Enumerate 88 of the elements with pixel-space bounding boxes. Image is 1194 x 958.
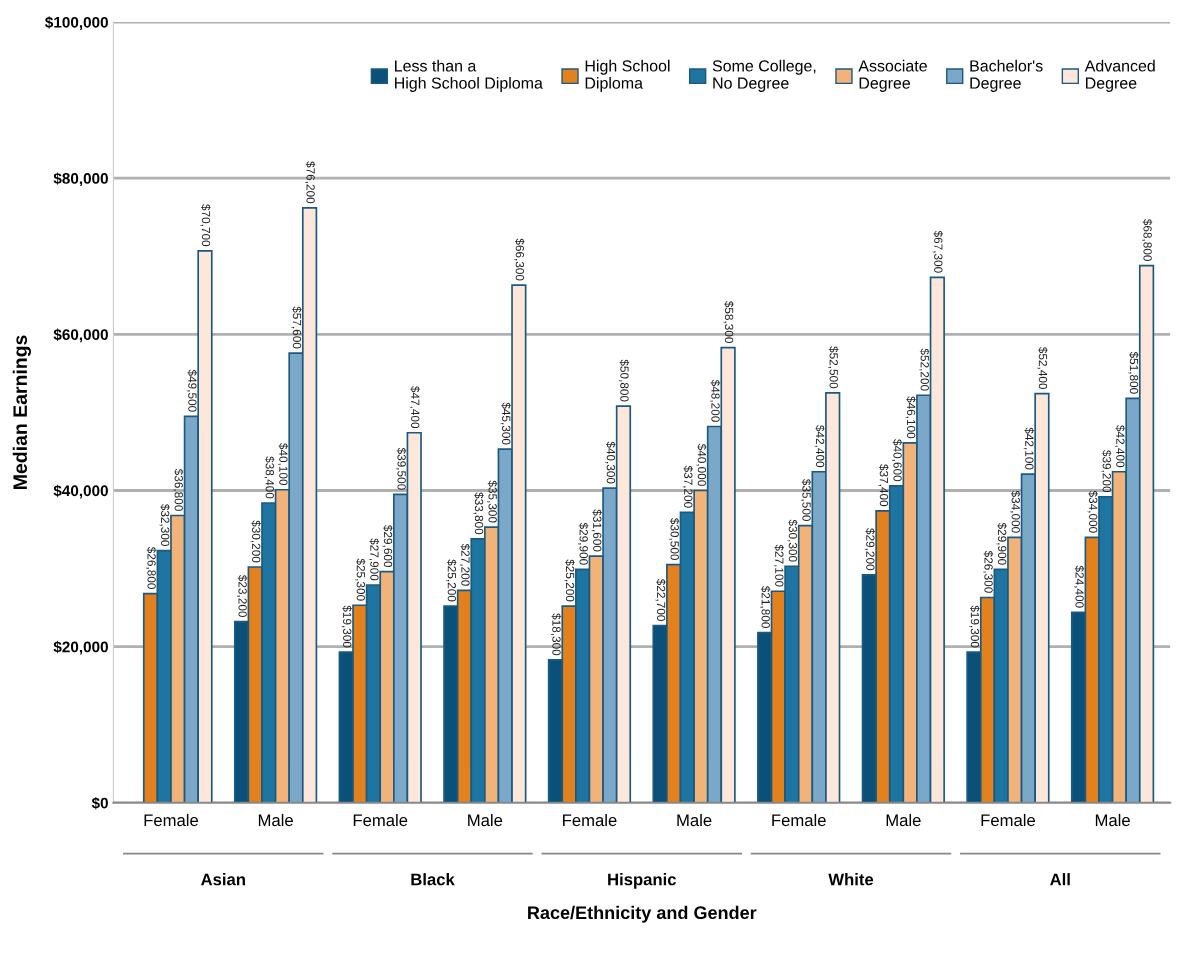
data-label: $52,500 xyxy=(828,346,839,389)
y-axis-title: Median Earnings xyxy=(12,335,31,489)
legend-label: Associate Degree xyxy=(858,59,927,92)
data-label: $42,100 xyxy=(1023,427,1035,470)
data-label: $40,600 xyxy=(891,439,903,482)
data-label: $26,300 xyxy=(982,550,994,593)
data-label: $34,000 xyxy=(1010,490,1021,533)
data-label: $29,200 xyxy=(864,528,876,571)
data-label: $66,300 xyxy=(514,238,525,281)
y-tick-label: $20,000 xyxy=(53,640,108,655)
x-axis-title: Race/Ethnicity and Gender xyxy=(528,905,757,923)
legend-label: Less than a High School Diploma xyxy=(395,59,543,92)
data-label: $29,600 xyxy=(382,524,393,568)
x-tick-label: Male xyxy=(886,813,921,827)
data-label: $33,800 xyxy=(473,492,484,535)
data-label: $68,800 xyxy=(1142,218,1153,262)
legend-label: Some College, No Degree xyxy=(712,59,816,92)
y-tick-label: $40,000 xyxy=(53,484,108,499)
y-tick-label: $80,000 xyxy=(53,172,108,187)
data-label: $29,900 xyxy=(578,522,589,565)
data-label: $52,200 xyxy=(919,348,930,391)
data-label: $58,300 xyxy=(723,300,734,343)
data-label: $30,500 xyxy=(669,517,680,561)
data-label: $50,800 xyxy=(618,359,630,402)
data-label: $31,600 xyxy=(591,509,602,552)
data-label: $30,300 xyxy=(787,519,798,562)
x-tick-label: Male xyxy=(1095,813,1130,827)
x-tick-label: Female xyxy=(144,813,199,827)
x-tick-label: Female xyxy=(981,813,1035,827)
data-label: $25,200 xyxy=(446,559,457,602)
data-label: $39,200 xyxy=(1101,450,1112,493)
x-tick-label: Female xyxy=(563,813,617,827)
data-label: $37,400 xyxy=(878,464,889,507)
y-tick-label: $0 xyxy=(91,797,108,810)
legend-label: High School Diploma xyxy=(585,59,670,92)
data-label: $76,200 xyxy=(305,161,316,204)
data-label: $25,300 xyxy=(355,558,366,601)
x-tick-label: Male xyxy=(468,813,503,827)
data-label: $39,500 xyxy=(396,447,407,490)
data-label: $27,200 xyxy=(459,543,471,586)
data-label: $23,200 xyxy=(237,574,248,618)
text: Hispanic xyxy=(608,873,677,889)
data-label: $40,000 xyxy=(696,443,707,486)
text: White xyxy=(828,873,874,886)
text: All xyxy=(1050,873,1070,886)
data-label: $25,200 xyxy=(564,559,575,602)
data-label: $35,300 xyxy=(487,480,498,523)
x-tick-label: Female xyxy=(353,813,408,827)
data-label: $46,100 xyxy=(905,396,916,439)
data-label: $18,300 xyxy=(550,613,562,656)
data-label: $34,000 xyxy=(1087,490,1098,533)
data-label: $57,600 xyxy=(291,306,302,349)
data-label: $40,100 xyxy=(277,443,289,486)
data-label: $67,300 xyxy=(932,230,944,273)
x-tick-label: Male xyxy=(677,813,712,827)
data-label: $29,900 xyxy=(996,522,1007,565)
data-label: $26,800 xyxy=(146,546,157,589)
data-label: $37,200 xyxy=(682,465,693,508)
text: Black xyxy=(411,873,455,886)
data-label: $40,300 xyxy=(605,441,616,484)
data-label: $49,500 xyxy=(186,369,198,412)
data-label: $22,700 xyxy=(655,578,666,621)
data-label: $32,300 xyxy=(159,503,170,546)
text: Asian xyxy=(201,873,245,886)
data-label: $38,400 xyxy=(264,456,275,499)
legend-label: Bachelor's Degree xyxy=(970,59,1043,92)
data-label: $45,300 xyxy=(500,402,511,445)
data-label: $70,700 xyxy=(200,204,211,247)
data-label: $42,400 xyxy=(1114,425,1126,468)
x-tick-label: Female xyxy=(772,813,826,827)
data-label: $52,400 xyxy=(1037,346,1048,390)
data-label: $51,800 xyxy=(1128,351,1139,394)
data-label: $35,500 xyxy=(800,478,812,522)
y-tick-label: $100,000 xyxy=(45,16,108,30)
data-label: $36,800 xyxy=(173,468,184,511)
x-tick-label: Male xyxy=(258,813,293,827)
data-label: $19,300 xyxy=(969,605,980,648)
data-label: $24,400 xyxy=(1074,565,1085,608)
data-label: $42,400 xyxy=(814,425,825,468)
data-label: $27,900 xyxy=(368,538,380,581)
data-label: $27,100 xyxy=(773,544,784,587)
data-label: $47,400 xyxy=(409,386,420,429)
legend-label: Advanced Degree xyxy=(1084,59,1155,92)
data-label: $30,200 xyxy=(250,520,261,563)
data-label: $48,200 xyxy=(709,379,721,422)
data-label: $19,300 xyxy=(341,605,352,648)
data-label: $21,800 xyxy=(760,585,771,628)
y-tick-label: $60,000 xyxy=(53,328,108,343)
